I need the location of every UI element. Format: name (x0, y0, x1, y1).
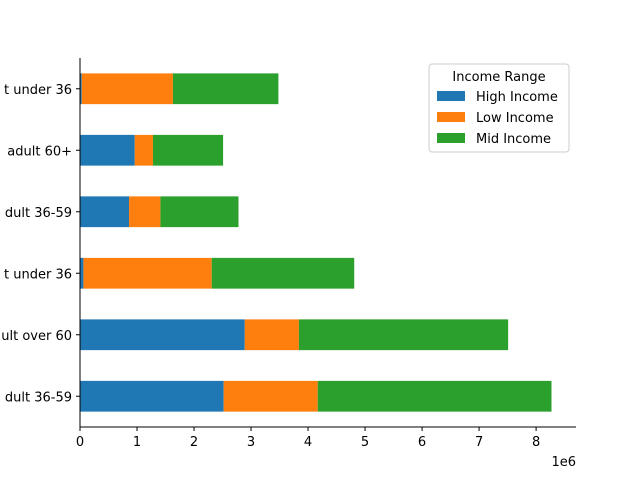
x-tick-label: 5 (361, 435, 369, 450)
x-offset-label: 1e6 (551, 455, 576, 470)
bar-low-income-4 (134, 134, 153, 166)
bar-mid-income-4 (152, 134, 224, 166)
x-ticks: 0 1 2 3 4 5 6 7 8 (76, 427, 540, 450)
y-ticks: dult 36-59 ult over 60 t under 36 dult 36-5… (1, 83, 80, 405)
legend-entry-label: Mid Income (476, 132, 551, 147)
y-tick-label: dult 36-59 (5, 390, 72, 405)
legend-entry-label: Low Income (476, 111, 554, 126)
y-tick-label: adult 60+ (7, 144, 72, 159)
legend-title: Income Range (452, 70, 545, 85)
bar-low-income-2 (83, 257, 212, 289)
y-tick-label: t under 36 (4, 83, 72, 98)
bar-high-income-4 (80, 134, 135, 166)
bar-mid-income-1 (298, 319, 509, 351)
x-tick-label: 3 (247, 435, 255, 450)
x-tick-label: 4 (304, 435, 312, 450)
x-tick-label: 6 (418, 435, 426, 450)
legend-swatch (437, 112, 465, 122)
x-tick-label: 0 (76, 435, 84, 450)
y-tick-label: ult over 60 (1, 329, 72, 344)
legend-entry-label: High Income (476, 90, 558, 105)
y-tick-label: t under 36 (4, 267, 72, 282)
legend: Income Range High Income Low Income Mid In… (428, 63, 570, 153)
bar-high-income-0 (80, 380, 224, 412)
legend-frame (428, 63, 570, 153)
bar-low-income-0 (223, 380, 318, 412)
bar-high-income-5 (80, 73, 82, 105)
bar-high-income-2 (80, 257, 84, 289)
bar-mid-income-0 (317, 380, 552, 412)
x-tick-label: 2 (190, 435, 198, 450)
bar-low-income-5 (81, 73, 173, 105)
bar-low-income-1 (244, 319, 299, 351)
legend-swatch (437, 91, 465, 101)
bar-high-income-1 (80, 319, 245, 351)
axes-frame (79, 58, 576, 428)
bars-layer (80, 73, 552, 412)
bar-high-income-3 (80, 196, 130, 228)
bar-mid-income-5 (172, 73, 279, 105)
x-tick-label: 7 (475, 435, 483, 450)
x-tick-label: 1 (133, 435, 141, 450)
y-tick-label: dult 36-59 (5, 206, 72, 221)
legend-swatch (437, 133, 465, 143)
bar-low-income-3 (129, 196, 161, 228)
bar-mid-income-2 (211, 257, 355, 289)
bar-mid-income-3 (160, 196, 239, 228)
x-tick-label: 8 (532, 435, 540, 450)
